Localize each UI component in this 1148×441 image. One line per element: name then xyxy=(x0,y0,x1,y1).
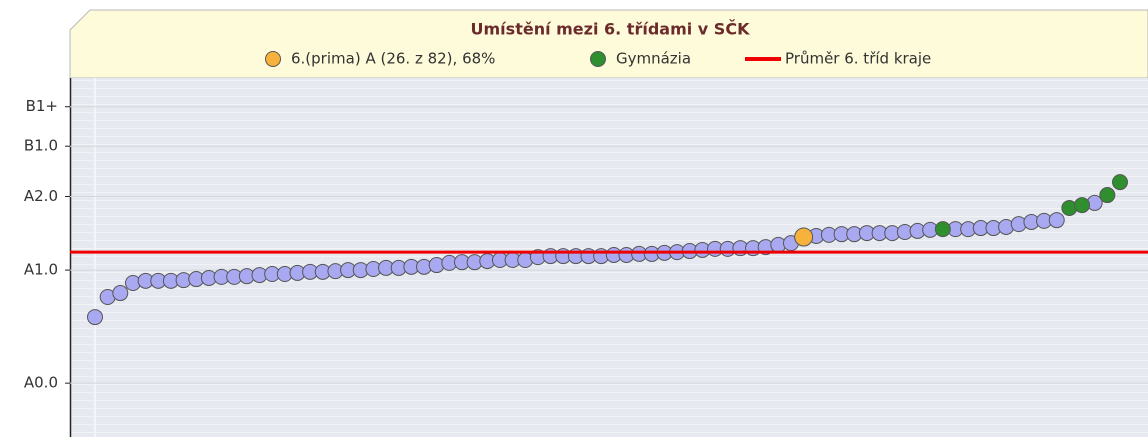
dot xyxy=(112,285,129,302)
dot xyxy=(1048,212,1065,229)
dot xyxy=(1074,197,1091,214)
marks xyxy=(70,174,1148,326)
dot xyxy=(1099,187,1116,204)
chart-title: Umístění mezi 6. třídami v SČK xyxy=(471,20,751,39)
y-tick-label: A0.0 xyxy=(24,374,58,392)
dot xyxy=(934,221,951,238)
legend-swatch xyxy=(265,51,281,67)
legend: 6.(prima) A (26. z 82), 68% Gymnázia Průmě… xyxy=(265,50,931,68)
dot xyxy=(87,309,103,326)
y-tick-label: A2.0 xyxy=(24,187,58,205)
legend-label: 6.(prima) A (26. z 82), 68% xyxy=(291,50,495,68)
legend-label: Průměr 6. tříd kraje xyxy=(785,50,931,68)
y-tick-label: B1+ xyxy=(26,97,58,115)
y-tick-label: A1.0 xyxy=(24,261,58,279)
legend-label: Gymnázia xyxy=(616,50,691,68)
dot xyxy=(794,227,814,247)
dot xyxy=(1112,174,1128,191)
legend-swatch xyxy=(590,51,606,67)
y-tick-label: B1.0 xyxy=(24,137,58,155)
